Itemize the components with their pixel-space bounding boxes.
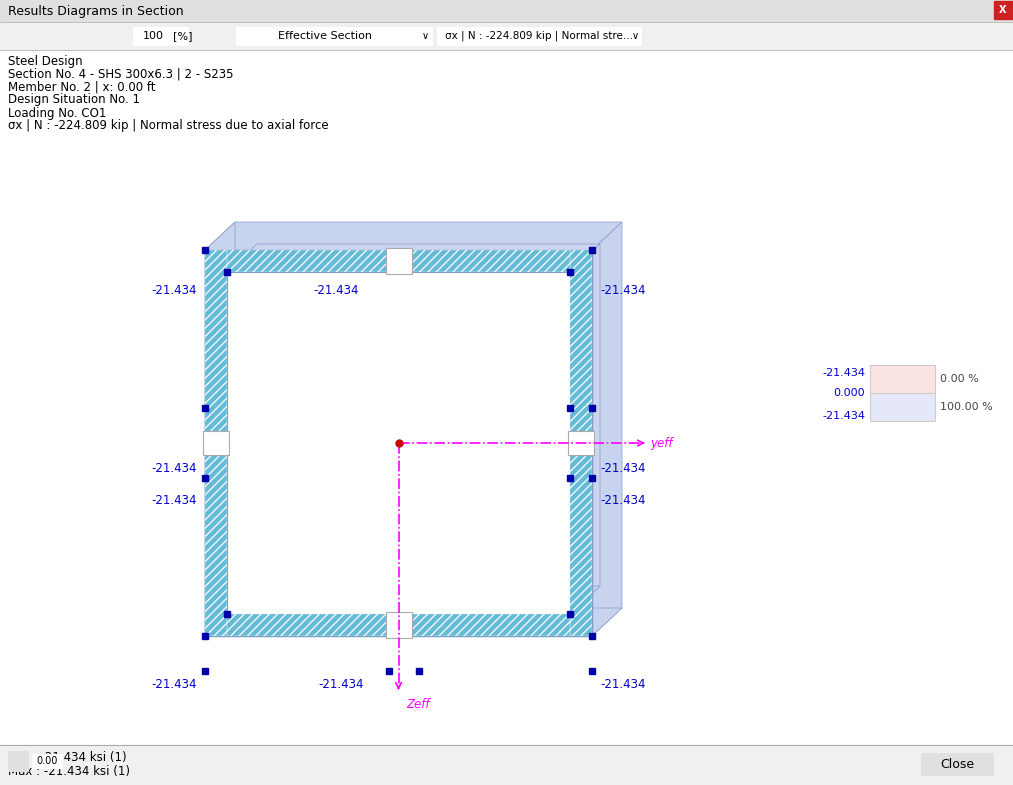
Bar [870, 365, 935, 393]
Bar [32, 754, 62, 768]
Bar [994, 1, 1012, 19]
Text: Steel Design: Steel Design [8, 54, 83, 68]
Text: -21.434: -21.434 [822, 411, 865, 421]
Text: Close: Close [940, 758, 975, 771]
Text: ∨: ∨ [631, 31, 638, 41]
Polygon shape [205, 222, 235, 636]
Bar [8, 751, 28, 771]
Polygon shape [570, 244, 600, 614]
Text: 0.000: 0.000 [834, 388, 865, 398]
Text: X: X [999, 5, 1007, 15]
Bar [227, 614, 570, 636]
Text: -21.434: -21.434 [152, 462, 197, 474]
Bar [0, 22, 1013, 50]
Text: -21.434: -21.434 [152, 495, 197, 507]
Text: -21.434: -21.434 [313, 283, 359, 297]
Text: σx | N : -224.809 kip | Normal stress due to axial force: σx | N : -224.809 kip | Normal stress du… [8, 119, 328, 133]
Text: Max : -21.434 ksi (1): Max : -21.434 ksi (1) [8, 765, 130, 779]
Text: -21.434: -21.434 [152, 283, 197, 297]
Polygon shape [227, 586, 600, 614]
Bar [0, 745, 1013, 785]
Text: 0.00: 0.00 [36, 756, 58, 766]
Text: yeff: yeff [650, 436, 673, 450]
Bar [870, 393, 935, 421]
Bar [227, 250, 570, 272]
Bar [133, 27, 188, 45]
Text: Loading No. CO1: Loading No. CO1 [8, 107, 106, 119]
Bar [386, 248, 411, 274]
Text: ∨: ∨ [421, 31, 428, 41]
Bar [570, 250, 592, 636]
Text: Design Situation No. 1: Design Situation No. 1 [8, 93, 140, 107]
Bar [203, 431, 229, 455]
Bar [921, 753, 993, 775]
Bar [236, 27, 432, 45]
Text: [%]: [%] [173, 31, 192, 41]
Polygon shape [227, 244, 600, 272]
Text: Results Diagrams in Section: Results Diagrams in Section [8, 5, 183, 17]
Bar [205, 250, 592, 636]
Text: -21.434: -21.434 [600, 677, 645, 691]
Text: 100: 100 [143, 31, 163, 41]
Text: -21.434: -21.434 [600, 495, 645, 507]
Text: Zeff: Zeff [406, 698, 430, 711]
Bar [386, 612, 411, 638]
Text: Section No. 4 - SHS 300x6.3 | 2 - S235: Section No. 4 - SHS 300x6.3 | 2 - S235 [8, 68, 234, 81]
Text: Effective Section: Effective Section [278, 31, 372, 41]
Bar [205, 250, 227, 636]
Text: -21.434: -21.434 [600, 283, 645, 297]
Bar [437, 27, 641, 45]
Text: -21.434: -21.434 [152, 677, 197, 691]
Bar [0, 0, 1013, 22]
Text: Min : -21.434 ksi (1): Min : -21.434 ksi (1) [8, 751, 127, 765]
Polygon shape [205, 222, 622, 250]
Text: σx | N : -224.809 kip | Normal stre…: σx | N : -224.809 kip | Normal stre… [445, 31, 633, 42]
Bar [227, 272, 570, 614]
Polygon shape [592, 222, 622, 636]
Text: -21.434: -21.434 [318, 677, 364, 691]
Text: Member No. 2 | x: 0.00 ft: Member No. 2 | x: 0.00 ft [8, 81, 156, 93]
Text: -21.434: -21.434 [822, 368, 865, 378]
Text: -21.434: -21.434 [600, 462, 645, 474]
Text: 100.00 %: 100.00 % [940, 402, 993, 412]
Polygon shape [205, 608, 622, 636]
Text: 0.00 %: 0.00 % [940, 374, 979, 384]
Bar [568, 431, 594, 455]
